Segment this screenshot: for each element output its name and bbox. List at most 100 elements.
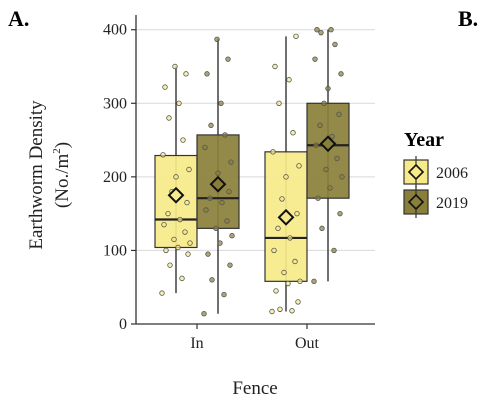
data-point (202, 311, 207, 316)
y-axis-unit-text: (No./m (52, 154, 73, 209)
y-tick-label-100: 100 (103, 242, 127, 259)
data-point (290, 308, 295, 313)
data-point (339, 72, 344, 77)
data-point (162, 222, 167, 227)
data-point (329, 27, 334, 32)
data-point (230, 233, 235, 238)
data-point (322, 101, 327, 106)
data-point (164, 248, 169, 253)
data-point (272, 248, 277, 253)
x-tick-label-out: Out (295, 335, 320, 352)
data-point (180, 276, 185, 281)
data-point (319, 30, 324, 35)
y-tick-label-200: 200 (103, 169, 127, 186)
data-point (183, 230, 188, 235)
data-point (332, 248, 337, 253)
data-point (188, 241, 193, 246)
box-2019-in (197, 37, 239, 316)
data-point (216, 171, 221, 176)
data-point (335, 156, 340, 161)
data-point (168, 263, 173, 268)
data-point (296, 300, 301, 305)
data-point (276, 226, 281, 231)
data-point (316, 196, 321, 201)
y-axis-unit-close: ) (52, 142, 73, 148)
data-point (229, 160, 234, 165)
panel-label-b: B. (458, 6, 478, 31)
data-point (313, 57, 318, 62)
y-axis-title-line1: Earthworm Density (26, 100, 47, 250)
data-point (210, 278, 215, 283)
legend-entry-2006: 2006 (404, 156, 468, 188)
data-point (218, 241, 223, 246)
data-point (222, 292, 227, 297)
data-point (277, 101, 282, 106)
data-point (163, 85, 168, 90)
data-point (295, 211, 300, 216)
data-point (209, 123, 214, 128)
y-axis-title: Earthworm Density (No./m2) (26, 100, 73, 250)
y-axis-title-unit: (No./m2) (51, 142, 73, 208)
data-point (203, 145, 208, 150)
data-point (318, 123, 323, 128)
data-point (273, 64, 278, 69)
data-point (287, 77, 292, 82)
data-point (174, 175, 179, 180)
data-point (186, 252, 191, 257)
data-point (181, 138, 186, 143)
legend-keys: 2006 2019 (404, 156, 468, 218)
data-point (167, 116, 172, 121)
data-point (204, 208, 209, 213)
data-point (208, 196, 213, 201)
y-tick-label-300: 300 (103, 95, 127, 112)
data-point (293, 259, 298, 264)
data-point (282, 270, 287, 275)
data-point (271, 150, 276, 155)
data-point (173, 64, 178, 69)
legend-label-2019: 2019 (436, 195, 468, 212)
data-point (298, 279, 303, 284)
data-point (219, 101, 224, 106)
data-point (324, 167, 329, 172)
data-point (326, 86, 331, 91)
data-point (320, 226, 325, 231)
data-point (294, 34, 299, 39)
data-point (187, 167, 192, 172)
y-tick-label-400: 400 (103, 22, 127, 39)
data-point (205, 72, 210, 77)
box-2019-out (307, 27, 349, 283)
data-point (291, 130, 296, 135)
data-point (185, 200, 190, 205)
data-point (176, 245, 181, 250)
box-2006-out (265, 34, 307, 314)
data-point (315, 27, 320, 32)
data-point (227, 189, 232, 194)
data-point (278, 307, 283, 312)
y-tick-label-0: 0 (119, 316, 127, 333)
data-point (223, 133, 228, 138)
data-point (337, 112, 342, 117)
data-point (333, 42, 338, 47)
data-point (328, 186, 333, 191)
data-point (297, 164, 302, 169)
x-tick-label-in: In (190, 335, 203, 352)
data-point (314, 143, 319, 148)
x-axis-title: Fence (232, 378, 277, 399)
box-2006-in (155, 64, 197, 295)
data-point (226, 57, 231, 62)
data-point (161, 152, 166, 157)
data-point (312, 279, 317, 284)
data-point (166, 211, 171, 216)
data-point (178, 217, 183, 222)
x-ticks: In Out (190, 324, 319, 352)
data-point (215, 37, 220, 42)
data-point (274, 289, 279, 294)
legend-entry-2019: 2019 (404, 186, 468, 218)
data-point (338, 211, 343, 216)
data-point (214, 226, 219, 231)
data-point (288, 236, 293, 241)
data-point (270, 309, 275, 314)
data-point (228, 263, 233, 268)
data-point (160, 291, 165, 296)
